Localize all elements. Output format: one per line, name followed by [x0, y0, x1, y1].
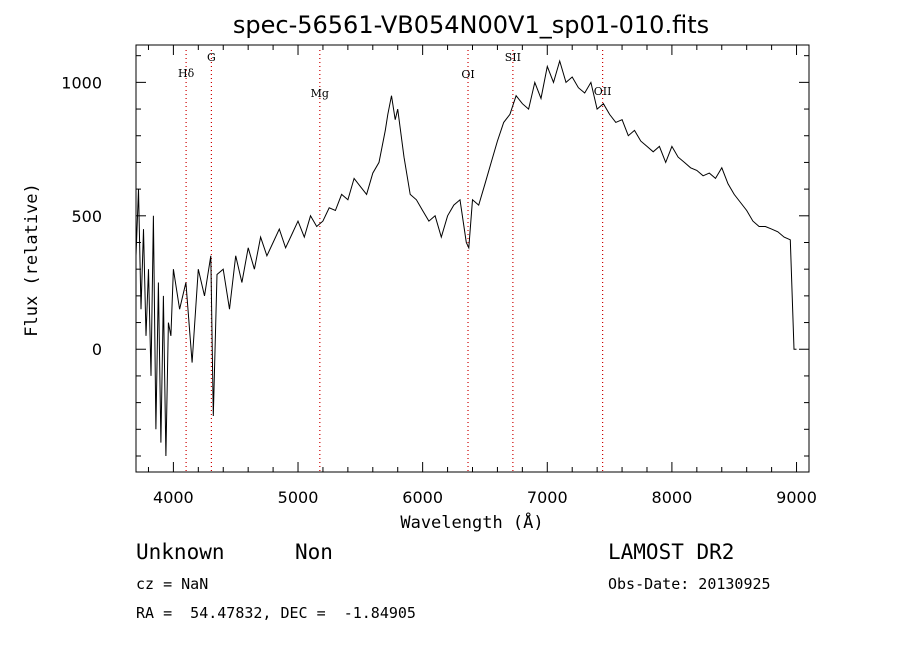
x-tick-label: 6000	[402, 488, 443, 507]
x-tick-label: 9000	[776, 488, 817, 507]
radec-text: RA = 54.47832, DEC = -1.84905	[136, 604, 416, 622]
line-marker-label: Hδ	[178, 67, 195, 80]
line-markers: Hδ G Mg OI SII OII	[178, 50, 611, 472]
spectrum-line	[135, 59, 797, 457]
plot-frame	[135, 44, 810, 473]
y-axis-label: Flux (relative)	[22, 183, 42, 337]
tick-labels: 4000 5000 6000 7000 8000 9000 0 500 1000	[61, 73, 817, 507]
x-tick-label: 8000	[652, 488, 693, 507]
obs-date-text: Obs-Date: 20130925	[608, 575, 771, 593]
survey-label: LAMOST DR2	[608, 540, 735, 564]
axis-ticks	[136, 45, 809, 472]
y-tick-label: 500	[71, 207, 102, 226]
class-label: Unknown	[136, 540, 225, 564]
y-tick-label: 0	[92, 340, 102, 359]
x-axis-label: Wavelength (Å)	[400, 511, 543, 533]
subclass-label: Non	[295, 540, 333, 564]
y-tick-label: 1000	[61, 73, 102, 92]
cz-text: cz = NaN	[136, 575, 209, 593]
line-marker-label: OII	[594, 85, 612, 98]
x-tick-label: 7000	[527, 488, 568, 507]
x-tick-label: 5000	[278, 488, 319, 507]
line-marker-label: OI	[461, 68, 474, 81]
line-marker-label: Mg	[311, 87, 329, 100]
x-tick-label: 4000	[153, 488, 194, 507]
line-marker-label: SII	[505, 51, 521, 64]
chart-title: spec-56561-VB054N00V1_sp01-010.fits	[233, 11, 709, 39]
line-marker-label: G	[207, 51, 216, 64]
